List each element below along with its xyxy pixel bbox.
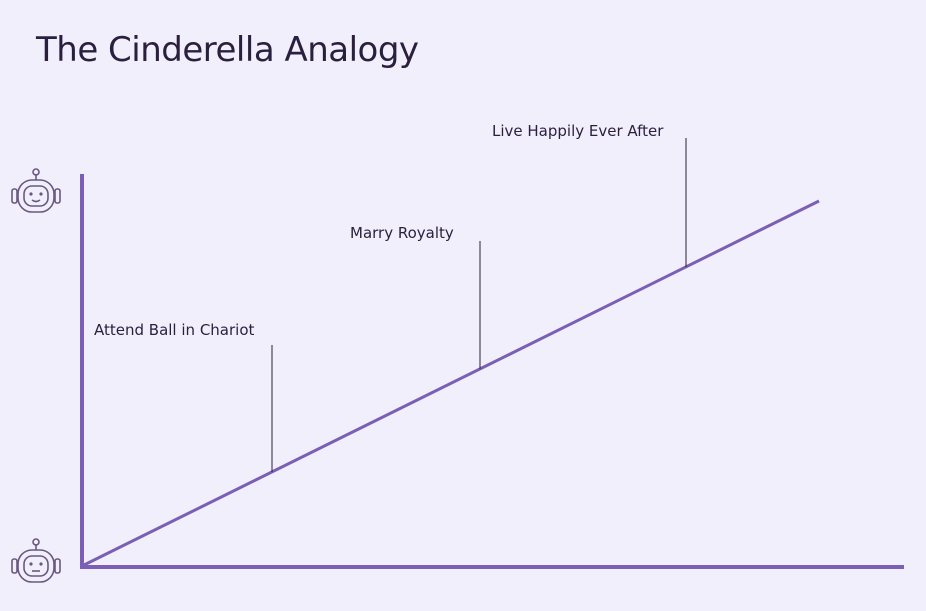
milestone-marry-royalty: Marry Royalty [350,224,481,369]
milestone-label: Attend Ball in Chariot [94,321,254,339]
trend-line [83,199,820,567]
milestone-attend-ball: Attend Ball in Chariot [94,321,273,472]
milestone-label: Marry Royalty [350,224,454,242]
milestone-label: Live Happily Ever After [492,122,664,140]
robot-happy-icon [11,168,61,213]
robot-neutral-icon [11,538,61,583]
page-title: The Cinderella Analogy [36,30,419,70]
milestone-live-happily: Live Happily Ever After [492,122,687,267]
